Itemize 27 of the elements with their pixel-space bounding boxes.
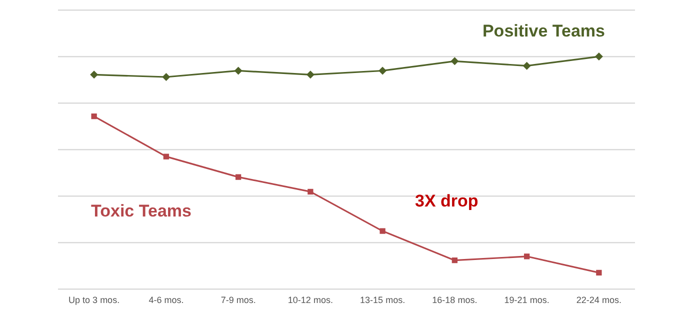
point (380, 228, 386, 234)
x-tick-label: 22-24 mos. (576, 295, 622, 306)
x-tick-label: 10-12 mos. (288, 295, 333, 306)
point (524, 254, 530, 260)
point (452, 258, 458, 264)
x-tick-label: 19-21 mos. (504, 295, 550, 306)
x-tick-label: 16-18 mos. (432, 295, 478, 306)
point (90, 70, 98, 79)
point (594, 52, 603, 61)
annotation: 3X drop (415, 192, 478, 211)
point (162, 73, 170, 82)
point (596, 270, 602, 276)
text: Toxic Teams (91, 202, 192, 221)
x-tick-label: 13-15 mos. (360, 295, 406, 306)
point (450, 57, 459, 66)
point (91, 114, 97, 120)
point (163, 154, 170, 160)
series-label: Positive Teams (482, 22, 605, 41)
point (234, 66, 242, 75)
point (306, 70, 314, 79)
point (522, 62, 531, 70)
point (378, 66, 387, 75)
x-tick-label: 4-6 mos. (148, 295, 184, 306)
x-tick-label: Up to 3 mos. (68, 295, 120, 306)
x-tick-label: 7-9 mos. (220, 295, 256, 306)
point (308, 188, 314, 195)
point (235, 174, 242, 180)
